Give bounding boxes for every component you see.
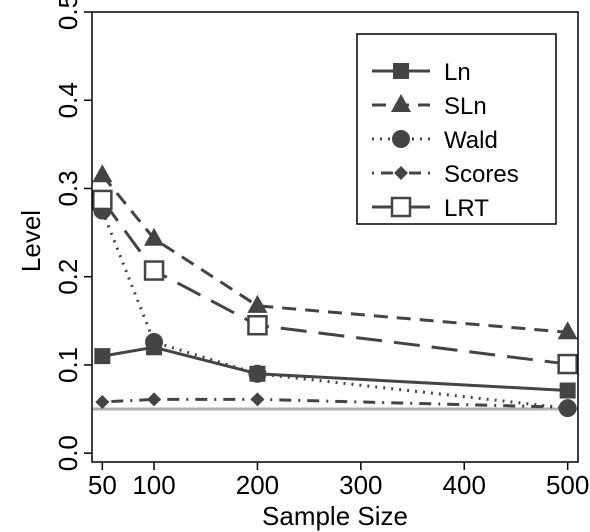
x-tick-label-400: 400 — [443, 470, 486, 500]
y-tick-label-5: 0.5 — [53, 0, 83, 30]
series-line-sln — [101, 174, 568, 334]
legend-label-ln: Ln — [444, 59, 471, 86]
legend-label-wald: Wald — [444, 127, 498, 154]
point-wald-200 — [248, 364, 267, 383]
point-sln-200 — [247, 294, 268, 313]
y-tick-label-1: 0.1 — [53, 347, 83, 383]
legend-marker-lrt — [390, 196, 412, 218]
point-scores-200 — [250, 392, 265, 407]
legend-label-sln: SLn — [444, 93, 487, 120]
point-lrt-50 — [92, 189, 113, 211]
x-tick-label-500: 500 — [546, 470, 589, 500]
point-ln-500 — [559, 382, 576, 399]
plot-frame — [91, 11, 579, 463]
series-layer — [92, 164, 578, 418]
axis-layer: 50 100 200 300 400 500 0.0 0.1 0.2 0.3 0.4 0.5 — [53, 0, 589, 500]
point-scores-50 — [95, 395, 110, 409]
y-tick-label-4: 0.4 — [53, 82, 83, 118]
point-scores-100 — [147, 392, 162, 407]
series-line-ln — [102, 345, 568, 393]
point-sln-500 — [557, 321, 578, 340]
x-tick-label-100: 100 — [132, 470, 175, 500]
x-tick-label-50: 50 — [88, 470, 117, 500]
legend-marker-ln — [393, 63, 409, 79]
x-axis-label: Sample Size — [262, 501, 408, 531]
legend-marker-scores — [394, 166, 408, 180]
point-sln-50 — [92, 164, 113, 183]
y-axis-label: Level — [16, 210, 46, 272]
point-sln-100 — [144, 227, 165, 246]
point-wald-100 — [145, 333, 164, 351]
point-lrt-200 — [247, 314, 268, 336]
legend-marker-wald — [392, 130, 410, 148]
x-tick-label-200: 200 — [236, 470, 279, 500]
series-line-scores — [102, 397, 568, 409]
series-line-lrt — [101, 199, 568, 366]
x-tick-label-300: 300 — [339, 470, 382, 500]
y-tick-label-0: 0.0 — [53, 435, 83, 471]
point-scores-500 — [560, 400, 575, 415]
legend-marker-sln — [391, 94, 411, 112]
point-lrt-100 — [143, 260, 165, 281]
y-tick-label-2: 0.2 — [53, 259, 83, 295]
point-lrt-500 — [557, 353, 578, 375]
point-ln-50 — [94, 348, 111, 365]
legend-box — [356, 33, 557, 225]
legend: Ln SLn Wald Scores LRT — [356, 33, 557, 225]
legend-label-lrt: LRT — [444, 195, 489, 222]
legend-label-scores: Scores — [444, 161, 519, 188]
y-tick-label-3: 0.3 — [53, 170, 83, 206]
